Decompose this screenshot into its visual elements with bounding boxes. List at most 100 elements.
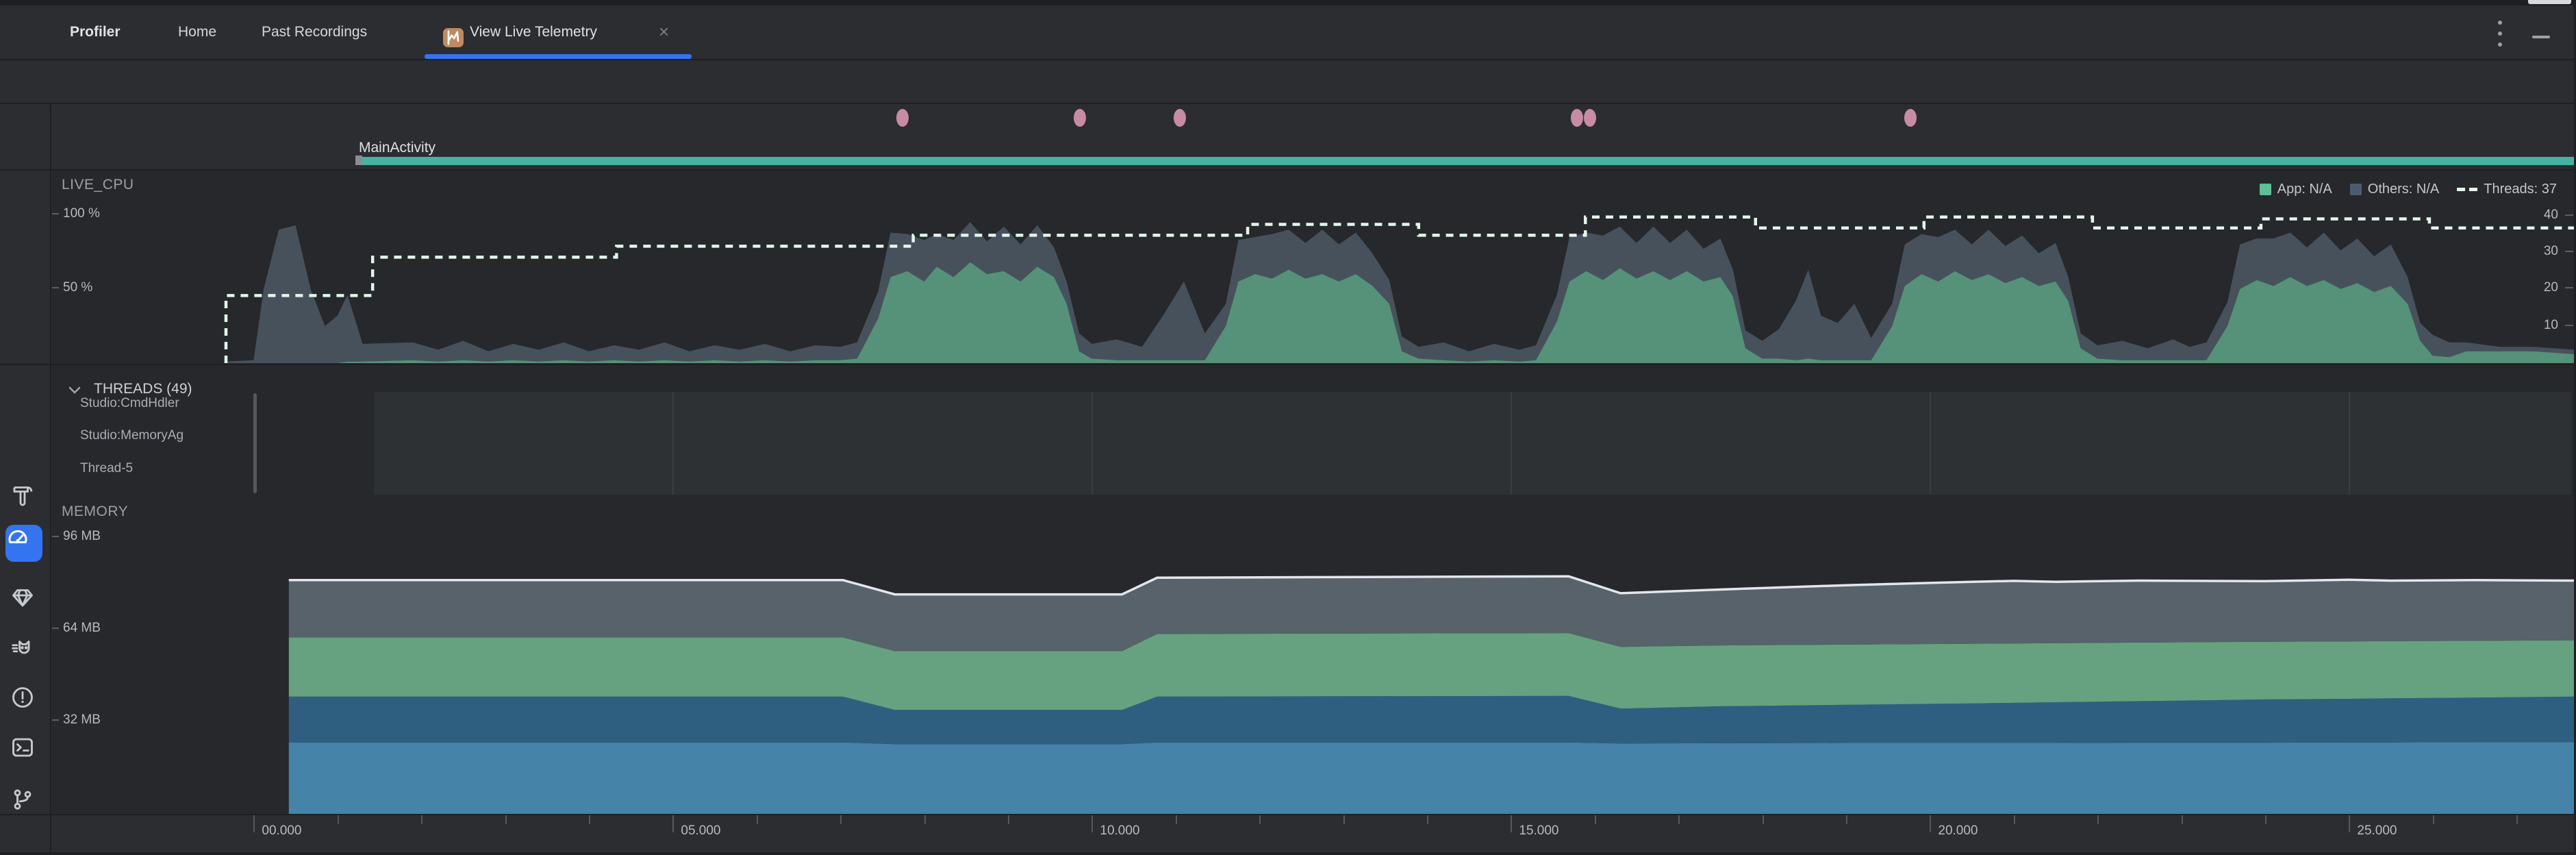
tab-bar: Profiler Home Past Recordings View Live …: [0, 5, 2576, 59]
time-major-tick: [1091, 815, 1094, 832]
logcat-icon[interactable]: [10, 636, 35, 661]
time-minor-tick: [2181, 815, 2183, 824]
memory-chart[interactable]: [52, 514, 2576, 814]
time-minor-tick: [1343, 815, 1345, 824]
time-gridline: [1930, 392, 1931, 495]
activity-event-dot[interactable]: [896, 109, 909, 127]
version-control-icon[interactable]: [10, 787, 35, 812]
time-minor-tick: [1846, 815, 1847, 824]
tab-home[interactable]: Home: [178, 24, 217, 40]
threads-scrollbar[interactable]: [253, 393, 257, 493]
close-tab-icon[interactable]: ×: [659, 21, 670, 42]
threads-track-area[interactable]: [374, 392, 2571, 495]
time-gridline: [1091, 392, 1093, 495]
tool-window-title: Profiler: [70, 24, 121, 40]
active-tab-underline: [425, 54, 692, 59]
legend-item-others: Others: N/A: [2349, 182, 2439, 197]
memory-axis-label: 96 MB: [63, 529, 101, 543]
cpu-right-label: 40: [2543, 208, 2558, 222]
cpu-chart-section[interactable]: LIVE_CPU 100 % 50 % 40 30 20 10 App: N/A Oth…: [52, 171, 2576, 364]
memory-title: MEMORY: [62, 504, 129, 519]
threads-section: THREADS (49) Studio:CmdHdler Studio:Memo…: [52, 365, 2576, 495]
time-minor-tick: [505, 815, 507, 824]
chevron-down-icon[interactable]: [67, 385, 82, 396]
gem-icon[interactable]: [10, 585, 35, 610]
time-minor-tick: [2516, 815, 2518, 824]
cpu-threads-line: [224, 215, 2575, 363]
memory-total-line: [288, 575, 2575, 596]
tab-past-recordings[interactable]: Past Recordings: [262, 24, 368, 40]
top-window-strip: [0, 0, 2576, 5]
right-window-edge: [2574, 0, 2576, 855]
memory-chart-section[interactable]: MEMORY 96 MB 64 MB 32 MB: [52, 495, 2576, 814]
app-swatch: [2259, 184, 2271, 195]
cpu-title: LIVE_CPU: [62, 177, 134, 193]
time-major-tick: [253, 815, 255, 832]
time-minor-tick: [337, 815, 339, 824]
time-major-tick: [1511, 815, 1513, 832]
time-major-tick: [1930, 815, 1932, 832]
time-minor-tick: [589, 815, 590, 824]
memory-axis-label: 32 MB: [63, 712, 101, 727]
memory-band-lightblue: [288, 742, 2575, 814]
memory-axis-label: 64 MB: [63, 621, 101, 635]
cpu-right-tick: [2565, 287, 2573, 288]
time-gridline: [2349, 392, 2350, 495]
build-icon[interactable]: [10, 482, 35, 507]
others-swatch: [2349, 184, 2362, 195]
memory-band-darkblue: [288, 695, 2575, 745]
divider: [0, 59, 2576, 60]
activity-event-dot[interactable]: [1174, 109, 1186, 127]
chart-toolbar: [0, 60, 2576, 155]
tab-view-live-telemetry[interactable]: View Live Telemetry: [470, 24, 597, 40]
divider: [0, 814, 2576, 815]
time-label: 25.000: [2357, 823, 2397, 838]
memory-axis-tick: [52, 536, 59, 537]
telemetry-tab-icon: [443, 28, 464, 47]
titlebar-remnant: [2528, 0, 2571, 4]
time-minor-tick: [1008, 815, 1009, 824]
thread-row-label[interactable]: Thread-5: [80, 461, 134, 475]
terminal-icon[interactable]: [10, 735, 35, 760]
time-minor-tick: [1427, 815, 1428, 824]
time-minor-tick: [2432, 815, 2434, 824]
problems-icon[interactable]: [10, 685, 35, 710]
threads-title[interactable]: THREADS (49): [94, 381, 192, 397]
cpu-chart[interactable]: [52, 171, 2576, 364]
activity-event-dot[interactable]: [1584, 109, 1596, 127]
cpu-others-area: [224, 222, 2575, 363]
time-major-tick: [672, 815, 674, 832]
profiler-icon-active[interactable]: [5, 525, 42, 562]
time-major-tick: [2349, 815, 2351, 832]
time-gridline: [1511, 392, 1512, 495]
time-minor-tick: [1259, 815, 1261, 824]
time-minor-tick: [2013, 815, 2015, 824]
activity-event-dot[interactable]: [1904, 109, 1917, 127]
time-minor-tick: [756, 815, 758, 824]
cpu-axis-label: 50 %: [63, 280, 93, 295]
minimize-icon[interactable]: [2532, 36, 2550, 38]
time-gridline: [672, 392, 674, 495]
time-minor-tick: [2097, 815, 2099, 824]
activity-event-dot[interactable]: [1571, 109, 1583, 127]
time-axis: 00.000 05.000 10.000 15.000 20.000 25.000: [52, 815, 2576, 852]
more-options-icon[interactable]: [2498, 21, 2503, 47]
cpu-axis-tick: [52, 287, 59, 288]
time-label: 15.000: [1519, 823, 1559, 838]
activity-start-marker: [355, 156, 362, 165]
event-timeline[interactable]: MainActivity: [52, 104, 2576, 169]
cpu-app-area: [224, 262, 2575, 363]
tool-window-stripe: [0, 104, 51, 855]
thread-row-label[interactable]: Studio:CmdHdler: [80, 396, 179, 410]
memory-band-gray: [288, 576, 2575, 652]
cpu-right-label: 20: [2543, 280, 2558, 295]
time-minor-tick: [421, 815, 423, 824]
time-minor-tick: [2265, 815, 2266, 824]
time-minor-tick: [840, 815, 842, 824]
activity-event-dot[interactable]: [1074, 109, 1086, 127]
cpu-right-label: 30: [2543, 244, 2558, 258]
time-minor-tick: [1175, 815, 1177, 824]
thread-row-label[interactable]: Studio:MemoryAg: [80, 428, 184, 443]
cpu-right-label: 10: [2543, 318, 2558, 332]
time-minor-tick: [924, 815, 926, 824]
